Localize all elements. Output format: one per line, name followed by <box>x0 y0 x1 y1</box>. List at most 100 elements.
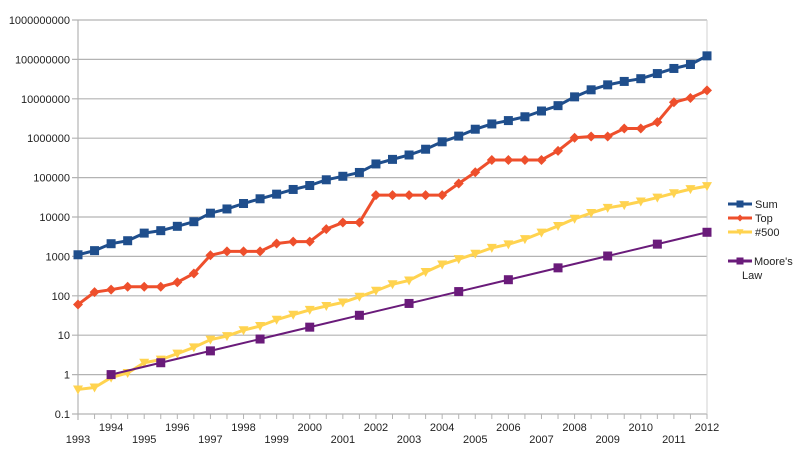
series-marker <box>619 123 630 134</box>
legend-swatch-marker <box>736 214 744 222</box>
series-marker <box>404 190 415 201</box>
series-marker <box>636 74 646 84</box>
y-tick-label: 1000000000 <box>9 15 70 27</box>
series-marker <box>619 76 629 86</box>
series-marker <box>652 239 662 249</box>
legend-swatch-marker <box>736 200 744 208</box>
series-marker <box>90 246 100 256</box>
series-marker <box>221 332 232 342</box>
y-tick-label: 10000 <box>39 212 70 224</box>
series-marker <box>404 298 414 308</box>
series-marker <box>73 250 83 260</box>
series-marker <box>487 119 497 129</box>
series-marker <box>619 201 630 211</box>
series-marker <box>652 117 663 128</box>
y-tick-labels: 0.1 1 10 100 1000 10000 100000 1000000 10000000 1… <box>9 15 70 421</box>
series-marker <box>536 228 547 238</box>
x-tick-label: 1999 <box>264 434 288 446</box>
x-tick-label: 2004 <box>430 422 454 434</box>
x-tick-label: 2010 <box>629 422 653 434</box>
series-marker <box>139 228 149 238</box>
series-marker <box>205 250 216 261</box>
series-marker <box>702 85 712 96</box>
series-marker <box>437 190 448 201</box>
series-marker <box>304 236 315 247</box>
legend-label: Top <box>755 213 773 225</box>
series-marker <box>503 116 513 126</box>
series-marker <box>420 267 431 277</box>
series-marker <box>404 276 415 286</box>
series-marker <box>370 286 381 296</box>
series-marker <box>370 190 381 201</box>
series-marker <box>569 214 580 224</box>
legend-item: Top <box>728 213 773 225</box>
series-marker <box>156 226 166 236</box>
series-marker <box>685 60 695 70</box>
series-marker <box>221 246 232 257</box>
x-tick-label: 1993 <box>66 434 90 446</box>
x-tick-labels: 1993 1994 1995 1996 1997 1998 1999 2000 2001 2002… <box>66 422 719 446</box>
series-marker <box>669 63 679 73</box>
series-marker <box>569 132 580 143</box>
series-marker <box>288 184 298 194</box>
series-marker <box>238 246 249 257</box>
x-tick-label: 1996 <box>165 422 189 434</box>
series-marker <box>437 260 448 270</box>
series-marker <box>586 208 597 218</box>
y-tick-label: 1000000 <box>27 133 70 145</box>
series-marker <box>255 334 265 344</box>
series-marker <box>371 159 381 169</box>
y-tick-label: 1000 <box>46 251 70 263</box>
series-marker <box>470 249 481 259</box>
series-marker <box>205 208 215 218</box>
series-marker <box>239 199 249 209</box>
series-marker <box>602 131 613 142</box>
legend: Sum Top #500 Moore's Law <box>728 199 793 282</box>
x-tick-label: 1994 <box>99 422 123 434</box>
series-marker <box>123 236 133 246</box>
series-marker <box>387 280 398 290</box>
series-marker <box>470 167 481 178</box>
series-marker <box>73 385 83 395</box>
series-marker <box>404 150 414 160</box>
series-top <box>73 85 712 310</box>
series-marker <box>702 182 712 192</box>
series-marker <box>354 292 365 302</box>
legend-label: Sum <box>755 199 778 211</box>
x-tick-label: 1995 <box>132 434 156 446</box>
series-marker <box>354 167 364 177</box>
series-marker <box>453 255 464 265</box>
series-marker <box>602 203 613 213</box>
series-marker <box>188 268 199 279</box>
series-marker <box>635 197 646 207</box>
series-marker <box>652 193 663 203</box>
series-marker <box>73 299 83 310</box>
series-marker <box>536 154 547 165</box>
series-marker <box>603 251 613 261</box>
series-marker <box>702 227 712 237</box>
legend-swatch-marker <box>736 229 744 236</box>
series-marker <box>205 335 216 345</box>
y-tick-label: 100000000 <box>15 54 70 66</box>
grid-lines <box>72 19 707 415</box>
legend-label: Law <box>742 270 762 282</box>
series-marker <box>652 69 662 79</box>
series-marker <box>603 80 613 90</box>
series-marker <box>106 370 116 380</box>
series-marker <box>139 358 150 368</box>
series-marker <box>288 310 299 320</box>
series-marker <box>685 185 696 195</box>
series-marker <box>553 145 564 156</box>
series-marker <box>305 322 315 332</box>
series-marker <box>238 326 249 336</box>
series-marker <box>205 346 215 356</box>
series-marker <box>139 281 150 292</box>
series--500 <box>73 182 712 395</box>
series-marker <box>668 97 679 108</box>
x-tick-label: 2000 <box>297 422 321 434</box>
legend-item: Moore's Law <box>728 256 793 282</box>
y-tick-label: 0.1 <box>55 409 70 421</box>
series-marker <box>586 85 596 95</box>
series-marker <box>156 358 166 368</box>
